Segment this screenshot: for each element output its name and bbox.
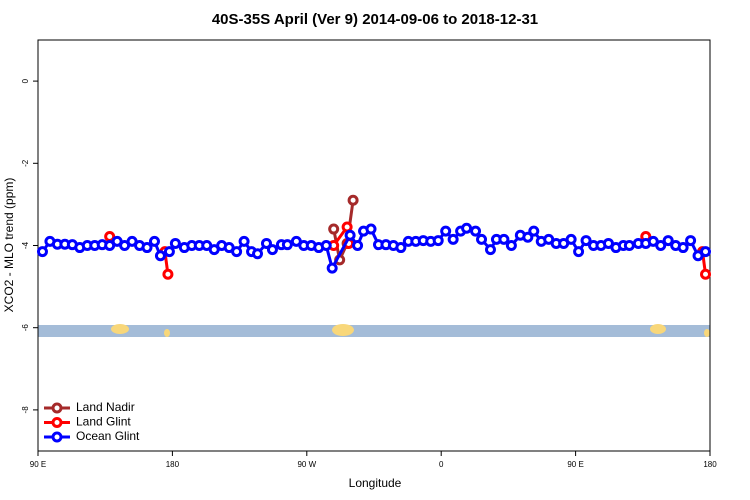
legend-label: Land Nadir — [76, 400, 135, 414]
marker — [440, 225, 452, 237]
y-tick-label: -8 — [21, 406, 30, 414]
marker — [528, 225, 540, 237]
marker — [260, 237, 272, 249]
marker — [677, 242, 689, 254]
marker — [580, 235, 592, 247]
marker — [163, 246, 175, 258]
x-tick-label: 180 — [166, 460, 180, 469]
chart-title: 40S-35S April (Ver 9) 2014-09-06 to 2018… — [212, 11, 538, 28]
legend-label: Land Glint — [76, 415, 131, 429]
legend-label: Ocean Glint — [76, 429, 140, 443]
x-tick-label: 180 — [703, 460, 717, 469]
marker — [522, 231, 534, 243]
land — [164, 329, 170, 337]
marker — [266, 244, 278, 256]
y-tick-label: -2 — [21, 159, 30, 167]
land — [704, 329, 710, 337]
land — [111, 324, 129, 334]
marker — [655, 240, 667, 251]
marker — [700, 246, 712, 258]
marker — [36, 246, 48, 258]
legend-marker — [51, 417, 63, 428]
marker — [326, 262, 338, 274]
marker — [344, 229, 356, 241]
marker — [623, 240, 635, 251]
legend-marker — [51, 431, 63, 443]
marker — [252, 248, 264, 260]
y-tick-label: -4 — [21, 241, 30, 249]
land — [332, 324, 354, 336]
marker — [505, 240, 517, 251]
marker — [470, 225, 482, 237]
y-tick-label: 0 — [21, 78, 30, 83]
x-tick-label: 90 E — [30, 460, 46, 469]
marker — [281, 239, 293, 251]
marker — [231, 246, 243, 258]
marker — [395, 242, 407, 254]
x-tick-label: 0 — [439, 460, 444, 469]
marker — [573, 246, 585, 258]
marker — [238, 235, 250, 247]
marker — [565, 233, 577, 245]
x-tick-label: 90 E — [567, 460, 583, 469]
y-tick-label: -6 — [21, 324, 30, 332]
marker — [347, 194, 359, 206]
marker — [498, 233, 510, 245]
marker — [662, 235, 674, 247]
marker — [685, 235, 697, 247]
marker — [320, 240, 332, 251]
marker — [352, 240, 364, 251]
marker — [169, 237, 181, 249]
marker — [148, 235, 160, 247]
marker — [484, 244, 496, 256]
marker — [328, 223, 340, 235]
x-tick-label: 90 W — [297, 460, 316, 469]
land — [650, 324, 666, 334]
land-strip — [38, 324, 710, 337]
marker — [700, 268, 712, 280]
ocean-band — [38, 325, 710, 337]
legend-marker — [51, 402, 63, 414]
marker — [162, 268, 174, 280]
marker — [447, 233, 459, 245]
marker — [432, 235, 444, 247]
marker — [365, 223, 377, 235]
marker — [154, 250, 166, 262]
y-axis-label: XCO2 - MLO trend (ppm) — [2, 178, 16, 313]
marker — [476, 233, 488, 245]
marker — [141, 242, 153, 254]
x-axis-label: Longitude — [349, 476, 402, 490]
marker — [461, 222, 473, 234]
